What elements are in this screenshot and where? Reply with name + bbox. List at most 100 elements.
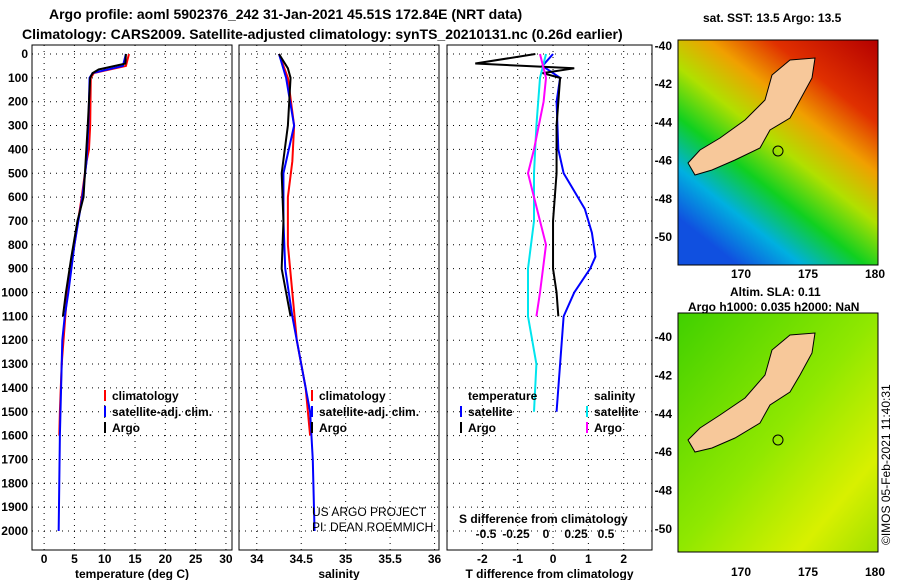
x-tick-label: 2 (620, 552, 627, 566)
y-tick-label: 1100 (2, 309, 28, 323)
x-tick-label: 34 (250, 552, 264, 566)
argo-location-marker (772, 434, 784, 446)
y-tick-label: 1400 (1, 381, 28, 395)
y-tick-label: 400 (8, 142, 28, 156)
lat-tick-label: -44 (655, 115, 673, 129)
lat-tick-label: -48 (655, 192, 673, 206)
legend-swatch (104, 406, 106, 417)
s-tick-label: -0.5 (476, 527, 497, 541)
argo-location-marker (772, 145, 784, 157)
x-tick-label: 25 (189, 552, 203, 566)
s-tick-label: 0.25 (564, 527, 588, 541)
lat-tick-label: -48 (655, 484, 673, 498)
legend-label: Argo (594, 421, 622, 435)
map2-title-1: Altim. SLA: 0.11 (730, 285, 821, 299)
x-tick-label: 20 (159, 552, 173, 566)
profile-panel-1: 0100200300400500600700800900100011001200… (1, 44, 233, 580)
y-tick-label: 600 (8, 190, 28, 204)
legend-label: climatology (112, 389, 179, 403)
y-tick-label: 1700 (1, 452, 28, 466)
legend-label: satellite (468, 405, 513, 419)
x-tick-label: -1 (512, 552, 523, 566)
legend-label: satellite (594, 405, 639, 419)
x-tick-label: 0 (550, 552, 557, 566)
series-line-temperature-Argo (475, 53, 575, 317)
s-tick-label: 0.5 (598, 527, 615, 541)
y-tick-label: 2000 (1, 524, 28, 538)
s-tick-label: 0 (543, 527, 550, 541)
legend-title-temperature: temperature (468, 389, 538, 403)
s-axis-label: S difference from climatology (459, 512, 628, 526)
y-tick-label: 700 (8, 214, 28, 228)
lon-tick-label: 170 (731, 267, 751, 281)
lat-tick-label: -50 (655, 522, 673, 536)
y-tick-label: 1000 (1, 286, 28, 300)
title-line-1: Argo profile: aoml 5902376_242 31-Jan-20… (49, 6, 523, 22)
lon-tick-label: 180 (865, 565, 885, 579)
lon-tick-label: 175 (798, 565, 818, 579)
legend-swatch (104, 422, 106, 433)
credit-text: US ARGO PROJECT (312, 505, 427, 519)
sla-map (677, 312, 879, 553)
new-zealand-land (687, 332, 816, 453)
series-line-Argo (61, 53, 127, 317)
plot-frame (31, 44, 233, 551)
y-tick-label: 800 (8, 238, 28, 252)
map1-title: sat. SST: 13.5 Argo: 13.5 (703, 11, 842, 25)
lat-tick-label: -42 (655, 77, 673, 91)
lat-tick-label: -46 (655, 154, 673, 168)
x-tick-label: 0 (41, 552, 48, 566)
series-line-salinity-satellite (527, 53, 547, 412)
x-tick-label: 30 (219, 552, 233, 566)
x-axis-label: temperature (deg C) (75, 567, 189, 580)
lat-tick-label: -44 (655, 407, 673, 421)
y-tick-label: 300 (8, 119, 28, 133)
x-tick-label: 35 (339, 552, 353, 566)
legend-label: satellite-adj. clim. (112, 405, 212, 419)
series-line-salinity-Argo (526, 53, 548, 317)
new-zealand-land (687, 57, 816, 176)
legend-swatch (311, 422, 313, 433)
legend-swatch (311, 406, 313, 417)
y-tick-label: 1500 (1, 405, 28, 419)
legend-label: satellite-adj. clim. (319, 405, 419, 419)
x-tick-label: 36 (428, 552, 442, 566)
legend-label: Argo (112, 421, 140, 435)
legend-label: Argo (468, 421, 496, 435)
lat-tick-label: -40 (655, 39, 673, 53)
y-tick-label: 1200 (1, 333, 28, 347)
title-line-2: Climatology: CARS2009. Satellite-adjuste… (22, 26, 623, 42)
legend-swatch (460, 422, 462, 433)
y-tick-label: 1900 (1, 500, 28, 514)
x-axis-label: T difference from climatology (465, 567, 633, 580)
lon-tick-label: 175 (798, 267, 818, 281)
y-tick-label: 1300 (1, 357, 28, 371)
x-axis-label: salinity (318, 567, 360, 580)
legend-swatch (311, 390, 313, 401)
sst-map (677, 39, 879, 266)
x-tick-label: 1 (585, 552, 592, 566)
x-tick-label: 35.5 (378, 552, 402, 566)
x-tick-label: 34.5 (290, 552, 314, 566)
series-line-Argo (278, 53, 292, 317)
y-tick-label: 1600 (1, 429, 28, 443)
legend-label: climatology (319, 389, 386, 403)
legend-swatch (104, 390, 106, 401)
s-tick-label: -0.25 (502, 527, 530, 541)
x-tick-label: -2 (477, 552, 488, 566)
lon-tick-label: 170 (731, 565, 751, 579)
legend-label: Argo (319, 421, 347, 435)
y-tick-label: 900 (8, 262, 28, 276)
plot-frame (446, 44, 653, 551)
legend-swatch (586, 422, 588, 433)
legend-title-salinity: salinity (594, 389, 636, 403)
lat-tick-label: -46 (655, 445, 673, 459)
legend-swatch (460, 406, 462, 417)
profile-panel-2: 34 34.5 35 35.5 36 salinity climatology satelli… (238, 44, 442, 580)
lat-tick-label: -42 (655, 368, 673, 382)
map2-title-2: Argo h1000: 0.035 h2000: NaN (688, 300, 860, 314)
legend-swatch (586, 406, 588, 417)
y-tick-label: 100 (8, 71, 28, 85)
pi-text: PI: DEAN ROEMMICH (312, 520, 434, 534)
